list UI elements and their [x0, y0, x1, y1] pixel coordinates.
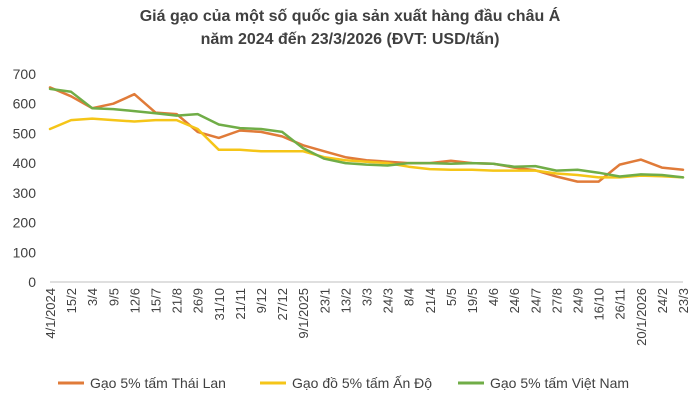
legend-label-3: Gạo 5% tấm Việt Nam	[490, 375, 629, 391]
y-tick-label: 0	[28, 274, 36, 290]
x-tick-label: 31/10	[212, 288, 227, 321]
x-tick-label: 15/7	[149, 288, 164, 313]
series-line-1	[48, 86, 685, 183]
x-tick-label: 12/6	[127, 288, 142, 313]
x-tick-label: 21/8	[170, 288, 185, 313]
series-line-3	[48, 87, 685, 179]
x-tick-label: 5/5	[444, 288, 459, 306]
x-tick-label: 16/10	[592, 288, 607, 321]
x-tick-label: 21/11	[233, 288, 248, 320]
y-tick-label: 100	[13, 244, 37, 260]
x-tick-label: 3/4	[85, 288, 100, 306]
x-tick-label: 4/1/2024	[43, 288, 58, 339]
x-tick-label: 26/11	[613, 288, 628, 320]
x-tick-label: 19/5	[465, 288, 480, 313]
y-tick-label: 700	[13, 66, 37, 82]
legend-label-1: Gạo 5% tấm Thái Lan	[90, 375, 226, 391]
x-tick-label: 23/1	[317, 288, 332, 313]
series-line-2	[48, 117, 685, 179]
chart-title-line-1: Giá gạo của một số quốc gia sản xuất hàn…	[139, 8, 561, 25]
legend-label-2: Gạo đồ 5% tấm Ấn Độ	[292, 375, 432, 391]
x-tick-label: 4/6	[486, 288, 501, 306]
x-tick-label: 24/6	[507, 288, 522, 313]
y-tick-label: 300	[13, 185, 37, 201]
x-tick-label: 27/8	[549, 288, 564, 313]
x-tick-label: 21/4	[423, 288, 438, 313]
y-tick-label: 200	[13, 215, 37, 231]
y-tick-label: 400	[13, 155, 37, 171]
y-tick-label: 600	[13, 96, 37, 112]
x-tick-label: 13/2	[338, 288, 353, 313]
x-tick-label: 24/3	[381, 288, 396, 313]
x-tick-label: 3/3	[360, 288, 375, 306]
x-tick-label: 9/1/2025	[296, 288, 311, 339]
x-tick-label: 23/3	[676, 288, 691, 313]
x-tick-label: 9/12	[254, 288, 269, 313]
chart-title-line-2: năm 2024 đến 23/3/2026 (ĐVT: USD/tấn)	[200, 31, 500, 48]
x-tick-label: 15/2	[64, 288, 79, 313]
x-tick-label: 24/9	[571, 288, 586, 313]
x-tick-label: 27/12	[275, 288, 290, 321]
x-tick-label: 26/9	[191, 288, 206, 313]
x-tick-label: 8/4	[402, 288, 417, 306]
x-tick-label: 20/1/2026	[634, 288, 649, 346]
y-tick-label: 500	[13, 125, 37, 141]
x-tick-label: 24/7	[528, 288, 543, 313]
x-tick-label: 9/5	[106, 288, 121, 306]
x-tick-label: 24/2	[655, 288, 670, 313]
